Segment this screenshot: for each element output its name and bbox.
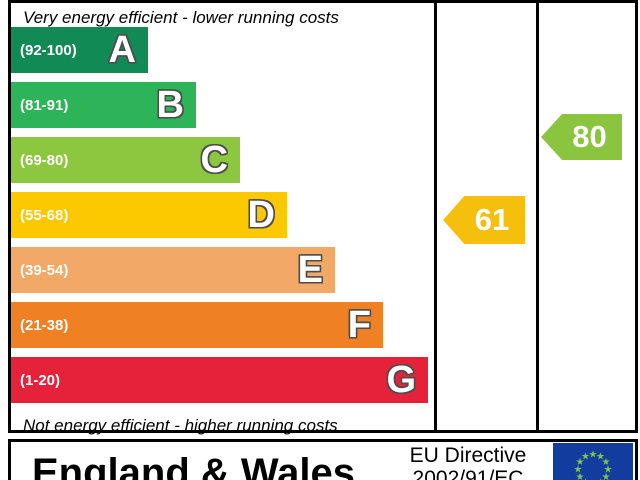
footer: England & Wales EU Directive 2002/91/EC … xyxy=(8,439,638,480)
svg-text:★: ★ xyxy=(574,465,583,476)
band-e-range: (39-54) xyxy=(20,261,69,279)
band-row-d: (55-68) D xyxy=(11,192,635,238)
bottom-caption: Not energy efficient - higher running co… xyxy=(23,416,338,435)
band-c-range: (69-80) xyxy=(20,151,69,169)
band-d-range: (55-68) xyxy=(20,206,69,224)
svg-text:★: ★ xyxy=(581,478,590,480)
eu-directive-line2: 2002/91/EC xyxy=(412,467,524,480)
eu-directive-line1: EU Directive xyxy=(409,444,527,467)
current-column-divider xyxy=(434,3,437,430)
band-f-range: (21-38) xyxy=(20,316,69,334)
band-a-range: (92-100) xyxy=(20,41,77,59)
band-e-bar: (39-54) E xyxy=(11,247,335,293)
band-row-a: (92-100) A xyxy=(11,27,635,73)
svg-text:★: ★ xyxy=(602,457,611,468)
band-row-f: (21-38) F xyxy=(11,302,635,348)
band-row-c: (69-80) C xyxy=(11,137,635,183)
svg-text:★: ★ xyxy=(576,472,585,480)
band-c-bar: (69-80) C xyxy=(11,137,240,183)
svg-text:★: ★ xyxy=(589,450,598,461)
current-rating-value: 61 xyxy=(474,202,510,237)
band-g-range: (1-20) xyxy=(20,371,61,389)
band-row-e: (39-54) E xyxy=(11,247,635,293)
band-g-bar: (1-20) G xyxy=(11,357,428,403)
band-e-letter: E xyxy=(297,249,323,291)
band-a-letter: A xyxy=(108,29,136,71)
band-b-range: (81-91) xyxy=(20,96,69,114)
svg-text:★: ★ xyxy=(602,472,611,480)
svg-text:★: ★ xyxy=(596,478,605,480)
band-b-bar: (81-91) B xyxy=(11,82,196,128)
potential-rating-value: 80 xyxy=(572,119,607,154)
band-row-b: (81-91) B xyxy=(11,82,635,128)
top-caption: Very energy efficient - lower running co… xyxy=(23,8,339,27)
band-d-bar: (55-68) D xyxy=(11,192,287,238)
eu-flag-icon: ★★★★★★★★★★★★ xyxy=(553,443,633,480)
band-a-bar: (92-100) A xyxy=(11,27,148,73)
rating-chart-box: Very energy efficient - lower running co… xyxy=(8,0,638,435)
band-d-letter: D xyxy=(247,194,275,236)
band-f-bar: (21-38) F xyxy=(11,302,383,348)
potential-column-divider xyxy=(536,3,539,430)
band-row-g: (1-20) G xyxy=(11,357,635,403)
band-c-letter: C xyxy=(200,139,228,181)
eu-directive-text: EU Directive 2002/91/EC xyxy=(398,444,538,480)
band-g-letter: G xyxy=(386,359,416,401)
svg-text:★: ★ xyxy=(576,457,585,468)
svg-text:★: ★ xyxy=(581,452,590,463)
svg-text:★: ★ xyxy=(596,452,605,463)
svg-text:★: ★ xyxy=(604,465,613,476)
band-f-letter: F xyxy=(347,304,371,346)
band-b-letter: B xyxy=(156,84,184,126)
region-title: England & Wales xyxy=(32,451,356,480)
